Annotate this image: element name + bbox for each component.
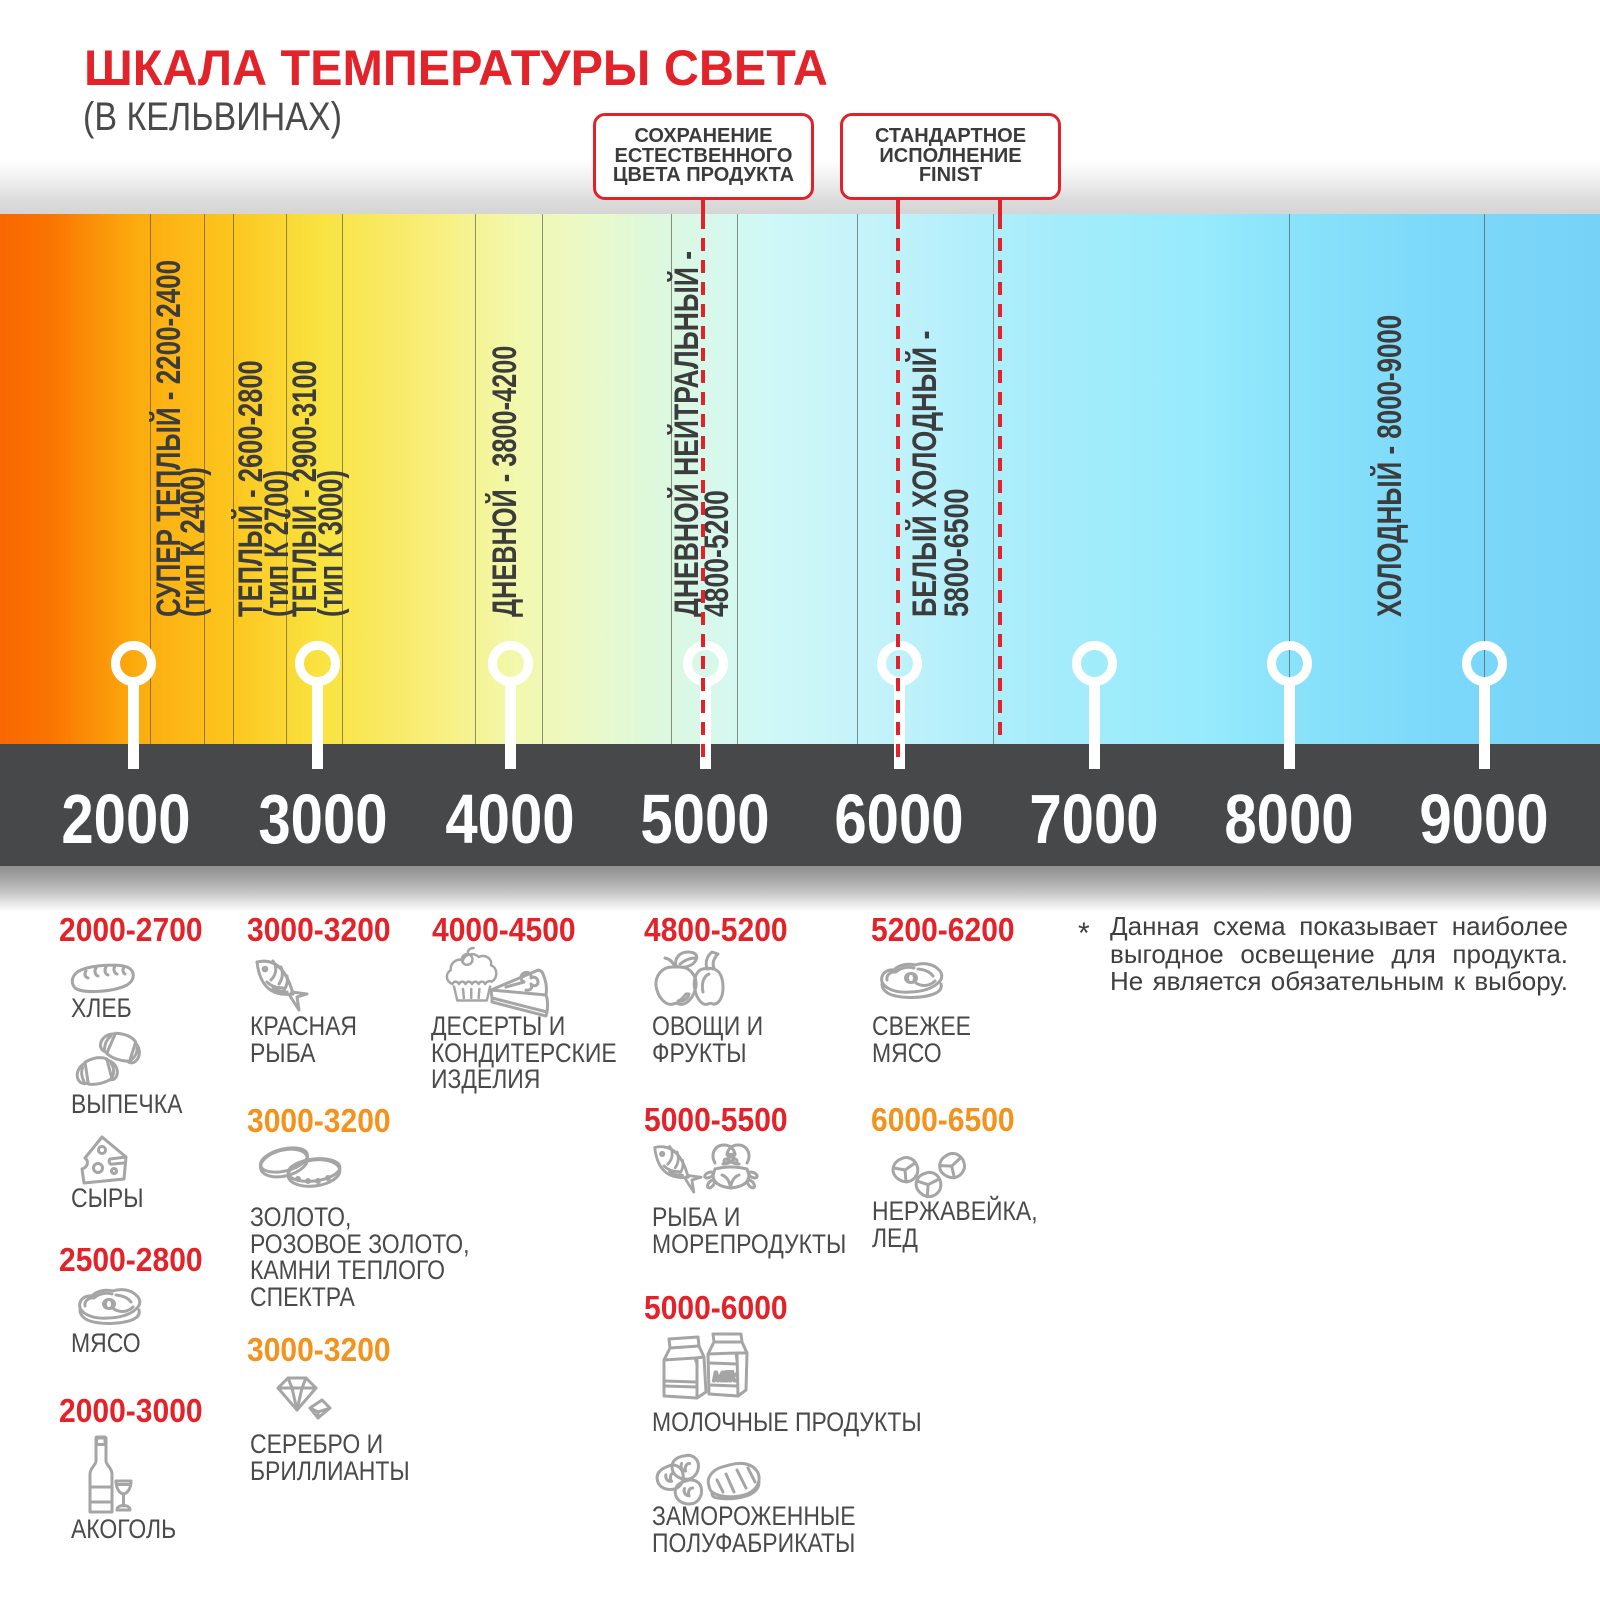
svg-text:Milk: Milk bbox=[713, 1369, 738, 1384]
